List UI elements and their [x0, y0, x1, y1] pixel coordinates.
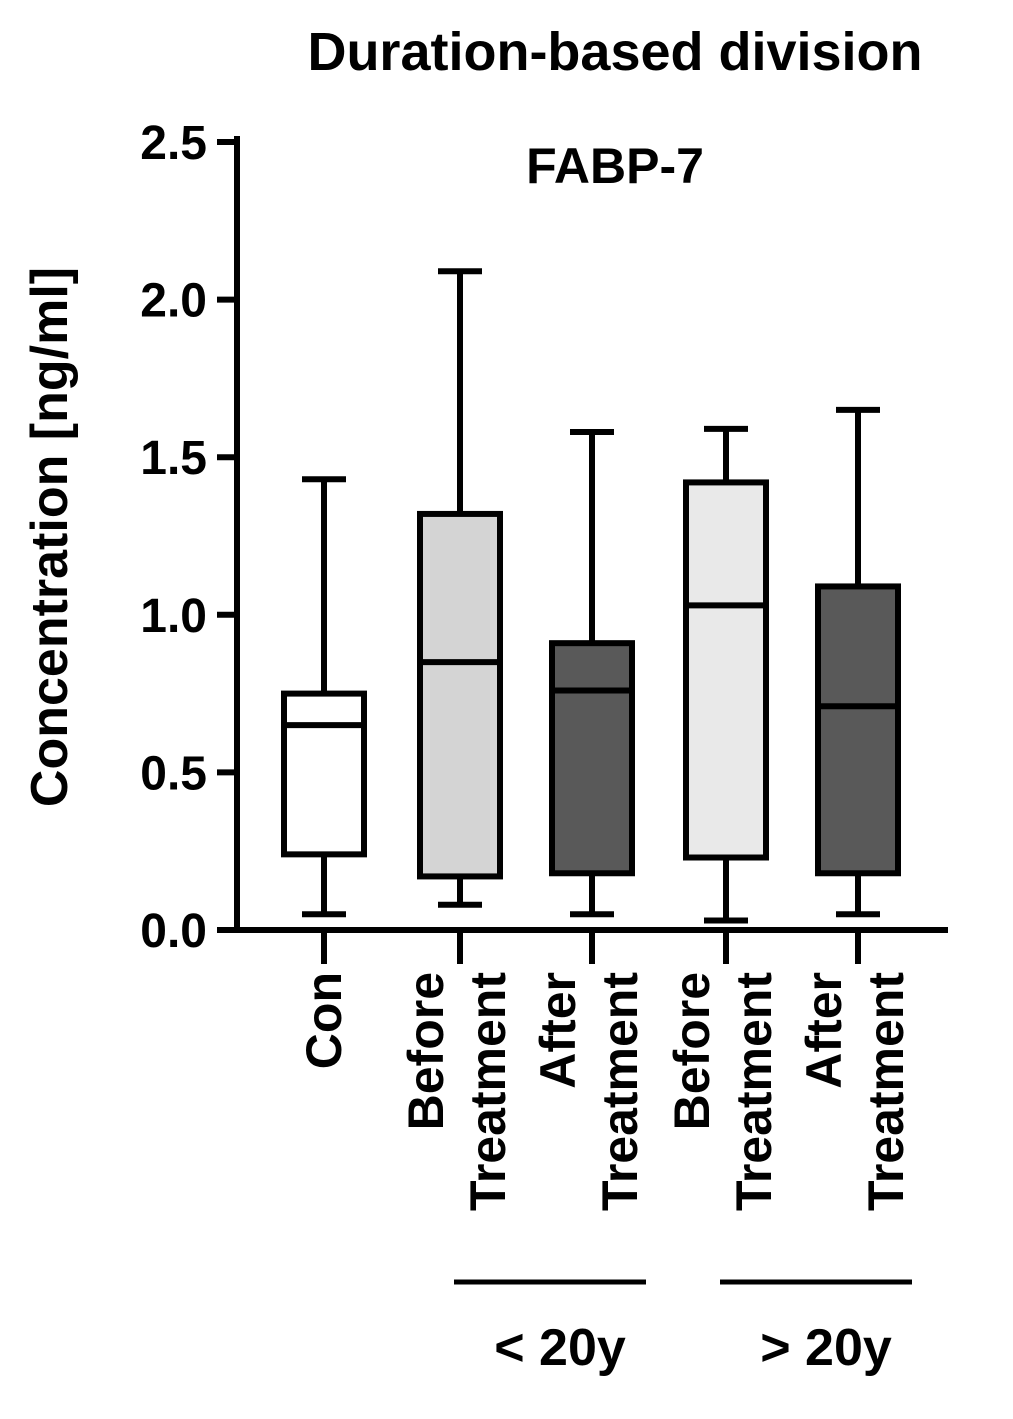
y-tick-label-2: 1.0: [140, 590, 207, 643]
x-label-0-0: Con: [296, 972, 352, 1069]
boxes: [281, 268, 901, 924]
y-axis-label: Concentration [ng/ml]: [21, 267, 79, 807]
box-rect-0: [281, 690, 367, 858]
box-rect-3: [683, 479, 769, 861]
box-rect-1: [417, 510, 503, 880]
y-tick-label-5: 2.5: [140, 117, 207, 170]
chart-heading: Duration-based division: [307, 22, 922, 82]
box-0: [281, 476, 367, 918]
box-rect-4: [815, 583, 901, 877]
box-rect-2: [549, 640, 635, 877]
x-label-4-0: After: [796, 972, 852, 1089]
group-label-1: > 20y: [760, 1319, 892, 1377]
x-label-1-1: Treatment: [460, 972, 516, 1211]
y-tick-label-4: 2.0: [140, 275, 207, 328]
chart-title: FABP-7: [526, 138, 704, 194]
x-label-2-0: After: [530, 972, 586, 1089]
group-brackets: < 20y > 20y: [454, 1279, 912, 1377]
box-2: [549, 428, 635, 918]
x-label-3-0: Before: [664, 972, 720, 1130]
x-axis-labels: Con Before Treatment After Treatment Before Tr…: [296, 972, 914, 1211]
box-3: [683, 425, 769, 924]
x-label-2-1: Treatment: [592, 972, 648, 1211]
box-1: [417, 268, 503, 908]
y-tick-label-0: 0.0: [140, 905, 207, 958]
box-4: [815, 406, 901, 918]
group-label-0: < 20y: [494, 1319, 626, 1377]
axes: 0.0 0.5 1.0 1.5 2.0 2.5: [140, 117, 948, 964]
x-label-1-0: Before: [398, 972, 454, 1130]
x-label-3-1: Treatment: [726, 972, 782, 1211]
y-tick-label-3: 1.5: [140, 432, 207, 485]
x-label-4-1: Treatment: [858, 972, 914, 1211]
y-tick-label-1: 0.5: [140, 747, 207, 800]
